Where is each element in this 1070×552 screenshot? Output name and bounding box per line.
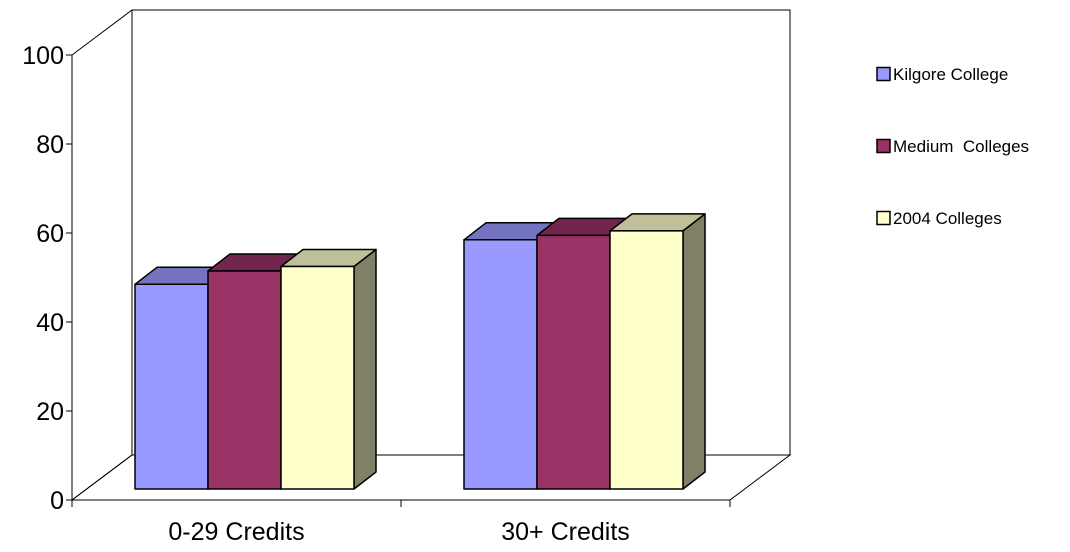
bar-side bbox=[682, 213, 706, 490]
chart-bars bbox=[134, 213, 706, 490]
chart-legend: Kilgore College Medium Colleges 2004 Colle… bbox=[876, 65, 1029, 228]
y-tick-label: 20 bbox=[36, 398, 64, 426]
y-tick-label: 40 bbox=[36, 309, 64, 337]
bar-front bbox=[463, 239, 538, 490]
x-axis-ticks: 0-29 Credits 30+ Credits bbox=[71, 500, 731, 546]
legend-item: 2004 Colleges bbox=[876, 209, 1002, 228]
x-tick-label: 30+ Credits bbox=[501, 518, 630, 546]
legend-label: Medium Colleges bbox=[893, 137, 1029, 156]
y-axis-ticks: 0 20 40 60 80 100 bbox=[22, 42, 72, 515]
legend-item: Medium Colleges bbox=[876, 137, 1029, 156]
y-tick-label: 80 bbox=[36, 131, 64, 159]
bar bbox=[609, 213, 706, 490]
bar-side bbox=[353, 248, 377, 490]
y-tick-label: 100 bbox=[22, 42, 64, 70]
y-tick-label: 0 bbox=[50, 487, 64, 515]
legend-label: Kilgore College bbox=[893, 65, 1008, 84]
legend-swatch bbox=[876, 210, 891, 226]
bar-front bbox=[536, 234, 611, 490]
bar bbox=[280, 248, 377, 490]
bar-front bbox=[609, 230, 684, 490]
x-tick-label: 0-29 Credits bbox=[168, 518, 304, 546]
legend-label: 2004 Colleges bbox=[893, 209, 1002, 228]
bar-front bbox=[134, 283, 209, 490]
bar-front bbox=[280, 265, 355, 490]
y-tick-label: 60 bbox=[36, 220, 64, 248]
legend-item: Kilgore College bbox=[876, 65, 1008, 84]
side-wall-top-edge bbox=[71, 9, 133, 56]
legend-swatch bbox=[876, 66, 891, 82]
legend-swatch bbox=[876, 138, 891, 154]
bar-front bbox=[207, 270, 282, 490]
